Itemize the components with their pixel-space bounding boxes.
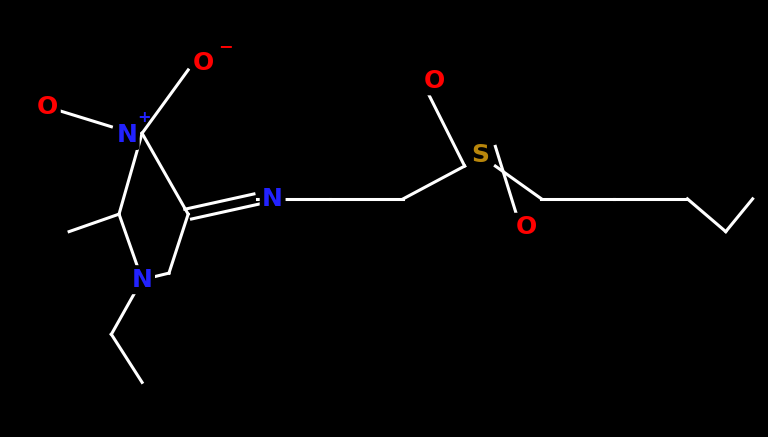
Text: +: + xyxy=(137,111,151,125)
Text: O: O xyxy=(193,52,214,75)
Text: O: O xyxy=(37,95,58,119)
Text: N: N xyxy=(262,187,283,211)
Text: N: N xyxy=(116,124,137,147)
Text: O: O xyxy=(423,69,445,93)
Text: N: N xyxy=(131,268,153,291)
Text: S: S xyxy=(471,143,489,167)
Text: −: − xyxy=(217,37,233,55)
Text: O: O xyxy=(515,215,537,239)
